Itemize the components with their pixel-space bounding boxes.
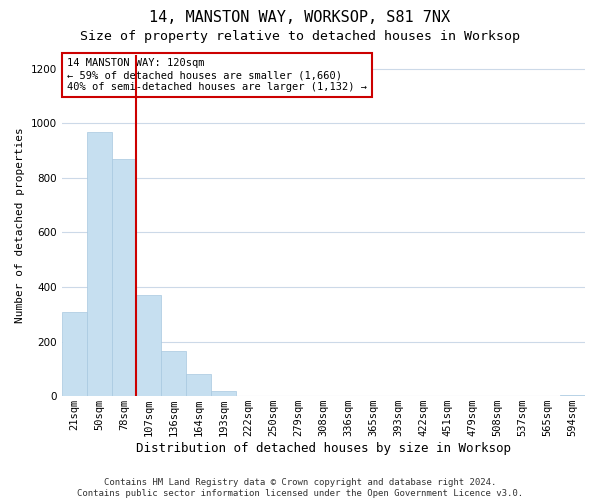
Bar xyxy=(211,392,236,396)
Bar xyxy=(560,395,585,396)
Bar xyxy=(136,295,161,396)
Bar xyxy=(86,132,112,396)
Bar xyxy=(186,374,211,396)
Bar xyxy=(62,312,86,396)
X-axis label: Distribution of detached houses by size in Worksop: Distribution of detached houses by size … xyxy=(136,442,511,455)
Bar xyxy=(112,158,136,396)
Text: Contains HM Land Registry data © Crown copyright and database right 2024.
Contai: Contains HM Land Registry data © Crown c… xyxy=(77,478,523,498)
Y-axis label: Number of detached properties: Number of detached properties xyxy=(15,128,25,324)
Text: 14 MANSTON WAY: 120sqm
← 59% of detached houses are smaller (1,660)
40% of semi-: 14 MANSTON WAY: 120sqm ← 59% of detached… xyxy=(67,58,367,92)
Text: 14, MANSTON WAY, WORKSOP, S81 7NX: 14, MANSTON WAY, WORKSOP, S81 7NX xyxy=(149,10,451,25)
Bar xyxy=(161,351,186,396)
Text: Size of property relative to detached houses in Worksop: Size of property relative to detached ho… xyxy=(80,30,520,43)
